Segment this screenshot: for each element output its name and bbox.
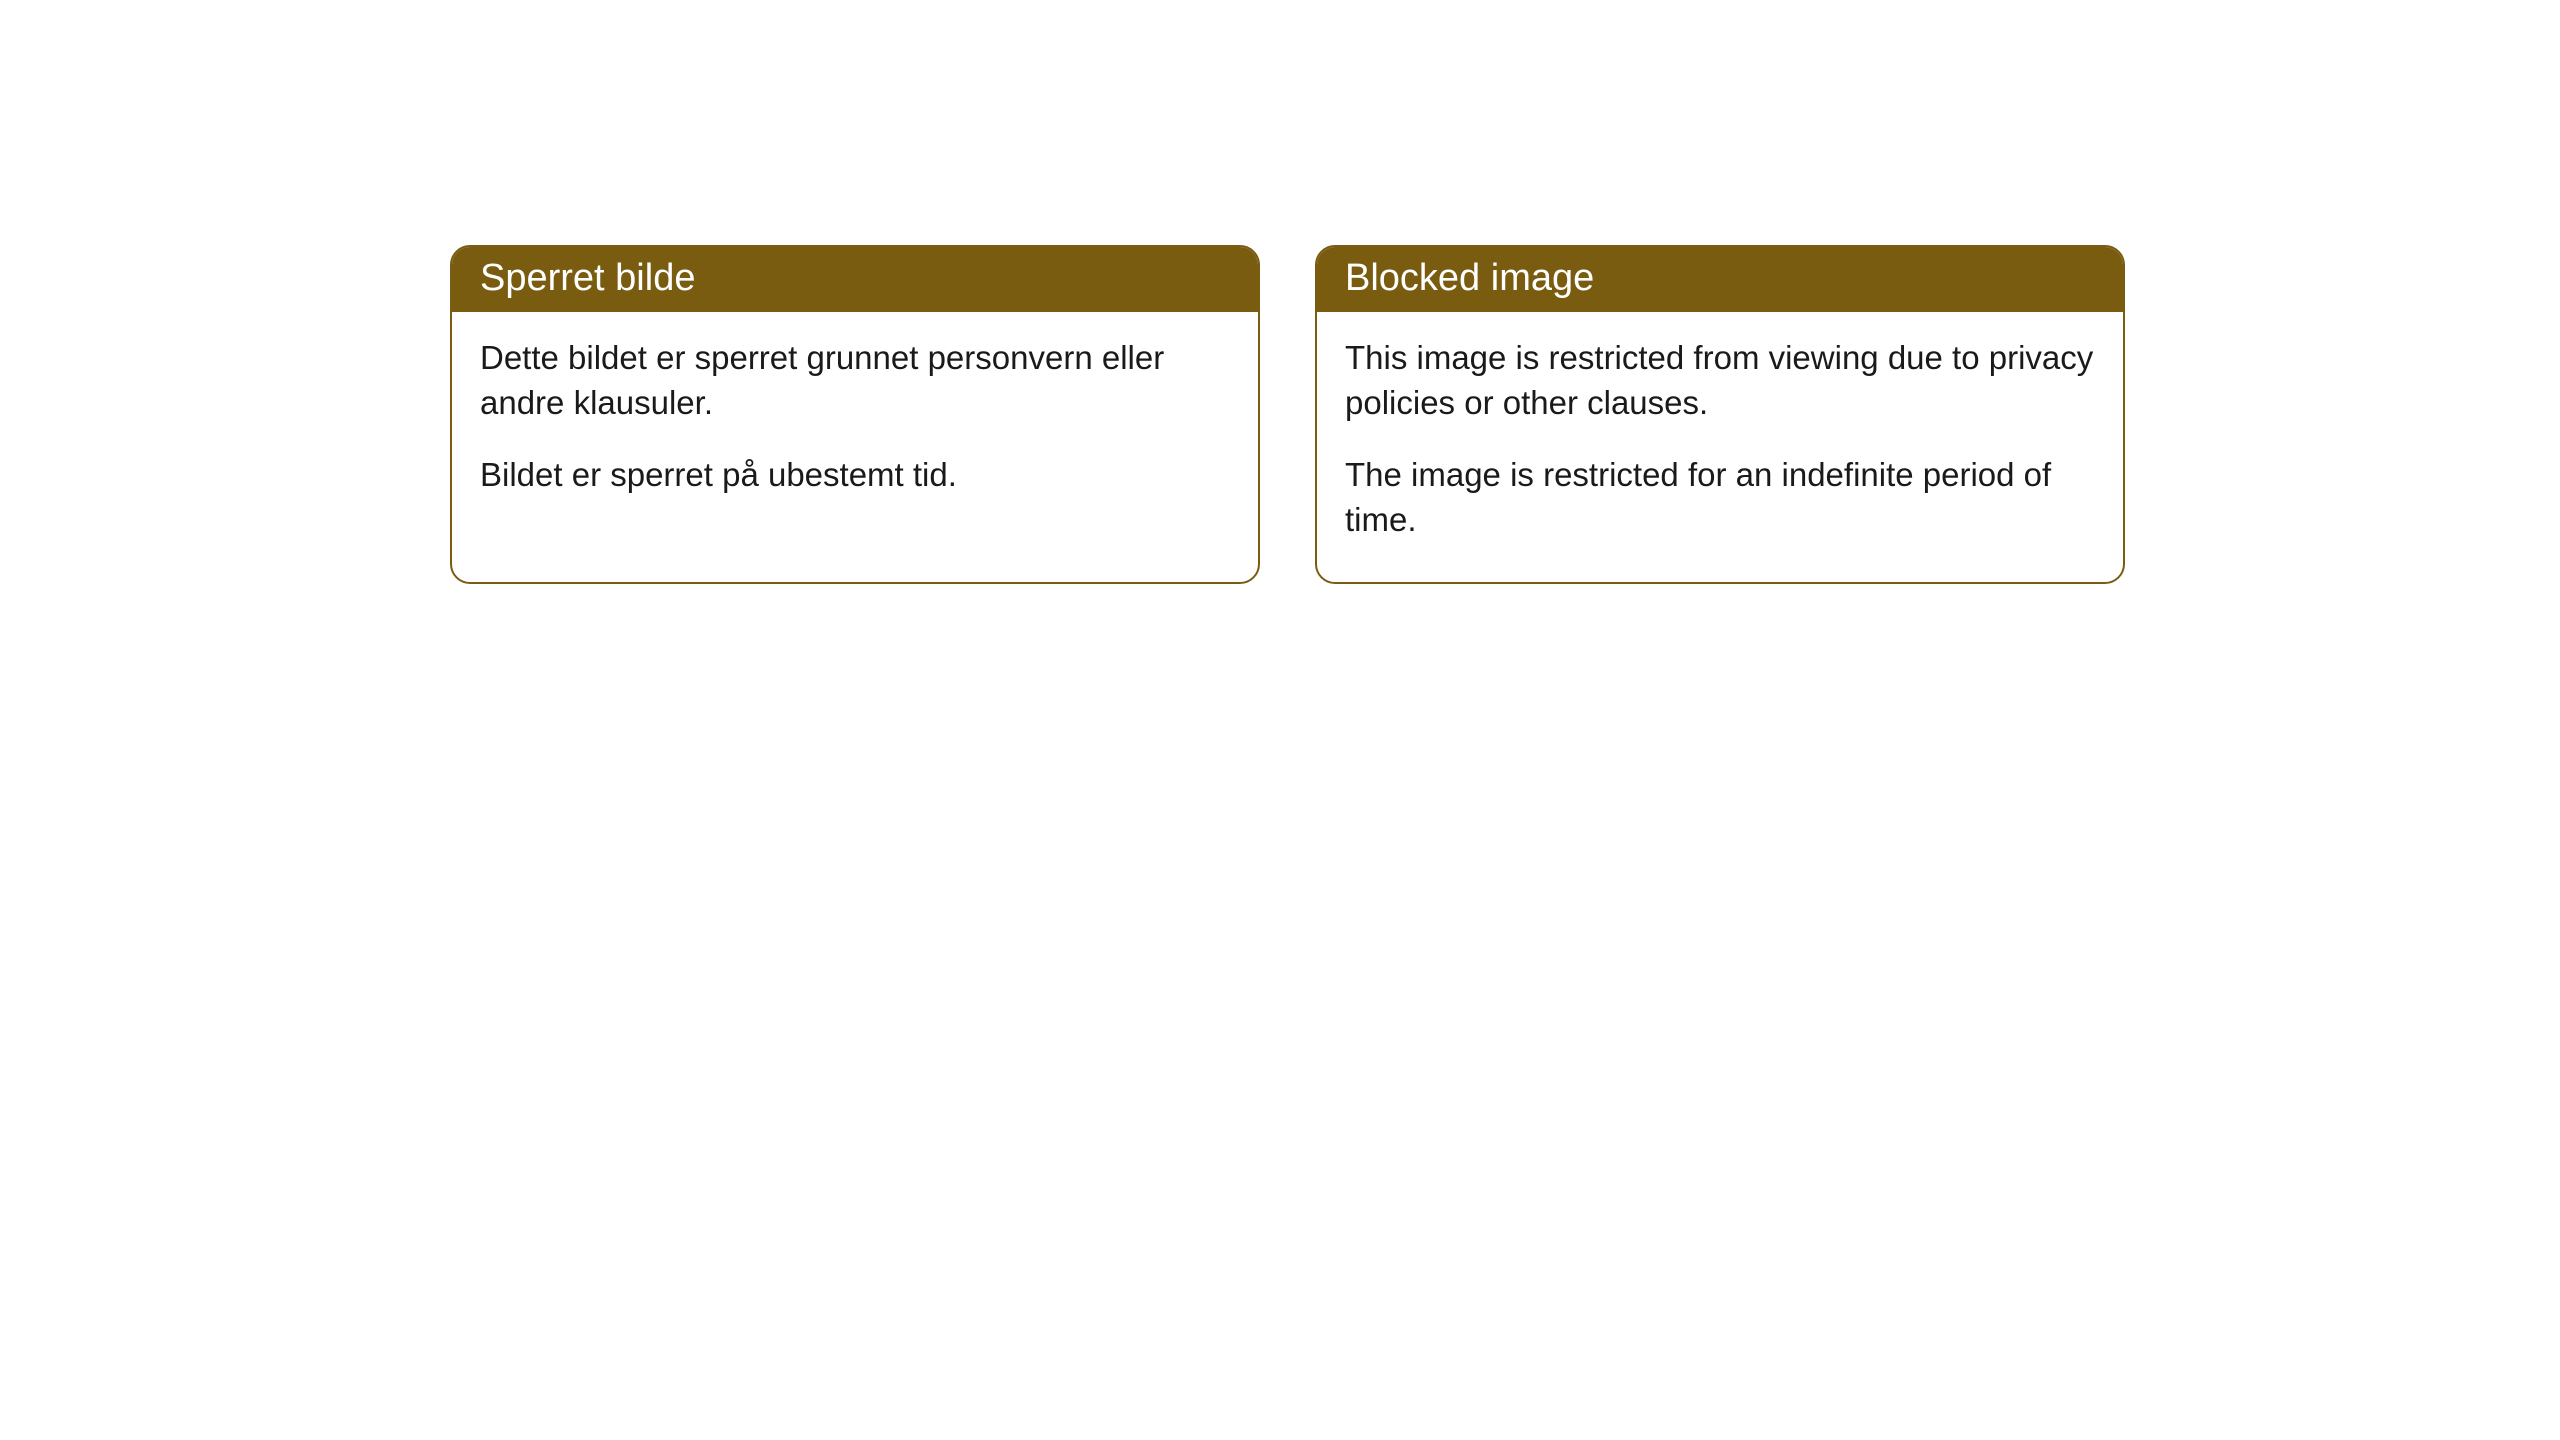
card-body: Dette bildet er sperret grunnet personve… bbox=[452, 312, 1258, 538]
blocked-image-card-no: Sperret bilde Dette bildet er sperret gr… bbox=[450, 245, 1260, 584]
blocked-image-card-en: Blocked image This image is restricted f… bbox=[1315, 245, 2125, 584]
card-paragraph: This image is restricted from viewing du… bbox=[1345, 336, 2095, 425]
card-header: Sperret bilde bbox=[452, 247, 1258, 312]
cards-container: Sperret bilde Dette bildet er sperret gr… bbox=[0, 0, 2560, 584]
card-body: This image is restricted from viewing du… bbox=[1317, 312, 2123, 582]
card-paragraph: Bildet er sperret på ubestemt tid. bbox=[480, 453, 1230, 498]
card-paragraph: Dette bildet er sperret grunnet personve… bbox=[480, 336, 1230, 425]
card-header: Blocked image bbox=[1317, 247, 2123, 312]
card-paragraph: The image is restricted for an indefinit… bbox=[1345, 453, 2095, 542]
